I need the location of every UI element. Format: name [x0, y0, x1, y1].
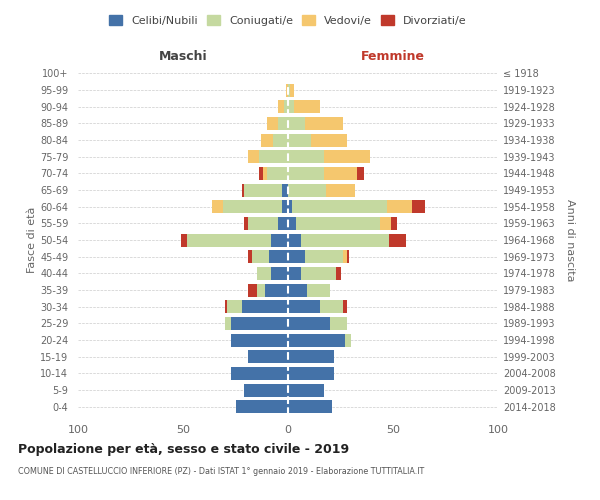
Bar: [288, 134, 311, 146]
Bar: [301, 234, 389, 246]
Y-axis label: Anni di nascita: Anni di nascita: [565, 198, 575, 281]
Bar: [284, 100, 288, 113]
Bar: [257, 267, 271, 280]
Bar: [232, 367, 288, 380]
Bar: [244, 217, 248, 230]
Bar: [288, 317, 330, 330]
Bar: [305, 117, 343, 130]
Bar: [288, 234, 301, 246]
Bar: [288, 334, 345, 346]
Bar: [292, 200, 387, 213]
Bar: [269, 250, 288, 263]
Bar: [343, 300, 347, 313]
Bar: [345, 334, 351, 346]
Bar: [259, 150, 288, 163]
Bar: [259, 167, 263, 180]
Text: COMUNE DI CASTELLUCCIO INFERIORE (PZ) - Dati ISTAT 1° gennaio 2019 - Elaborazion: COMUNE DI CASTELLUCCIO INFERIORE (PZ) - …: [18, 468, 424, 476]
Bar: [301, 267, 337, 280]
Bar: [288, 300, 320, 313]
Bar: [307, 284, 330, 296]
Bar: [343, 250, 347, 263]
Bar: [324, 150, 370, 163]
Bar: [277, 117, 288, 130]
Bar: [391, 217, 397, 230]
Bar: [225, 317, 232, 330]
Bar: [232, 317, 288, 330]
Bar: [248, 350, 288, 363]
Bar: [265, 284, 288, 296]
Bar: [282, 184, 288, 196]
Bar: [288, 84, 290, 96]
Bar: [347, 250, 349, 263]
Bar: [267, 117, 277, 130]
Bar: [223, 200, 282, 213]
Bar: [227, 300, 242, 313]
Bar: [244, 184, 282, 196]
Bar: [412, 200, 425, 213]
Bar: [389, 234, 406, 246]
Bar: [271, 234, 288, 246]
Bar: [337, 267, 341, 280]
Bar: [248, 217, 277, 230]
Bar: [260, 134, 274, 146]
Bar: [242, 184, 244, 196]
Bar: [288, 384, 324, 396]
Bar: [320, 300, 343, 313]
Bar: [212, 200, 223, 213]
Bar: [232, 334, 288, 346]
Bar: [290, 84, 295, 96]
Bar: [242, 300, 288, 313]
Bar: [277, 100, 284, 113]
Bar: [263, 167, 267, 180]
Bar: [288, 200, 292, 213]
Bar: [305, 250, 343, 263]
Text: Femmine: Femmine: [361, 50, 425, 62]
Bar: [288, 217, 296, 230]
Bar: [288, 250, 305, 263]
Bar: [288, 367, 334, 380]
Bar: [288, 100, 295, 113]
Bar: [257, 284, 265, 296]
Bar: [235, 400, 288, 413]
Bar: [288, 284, 307, 296]
Bar: [387, 200, 412, 213]
Bar: [244, 384, 288, 396]
Bar: [311, 134, 347, 146]
Bar: [288, 350, 334, 363]
Bar: [181, 234, 187, 246]
Bar: [288, 400, 332, 413]
Bar: [295, 100, 320, 113]
Bar: [248, 150, 259, 163]
Bar: [326, 184, 355, 196]
Bar: [253, 250, 269, 263]
Bar: [248, 284, 257, 296]
Bar: [277, 217, 288, 230]
Bar: [288, 117, 305, 130]
Y-axis label: Fasce di età: Fasce di età: [27, 207, 37, 273]
Bar: [380, 217, 391, 230]
Text: Maschi: Maschi: [158, 50, 208, 62]
Bar: [267, 167, 288, 180]
Text: Popolazione per età, sesso e stato civile - 2019: Popolazione per età, sesso e stato civil…: [18, 442, 349, 456]
Bar: [282, 200, 288, 213]
Bar: [288, 184, 326, 196]
Bar: [296, 217, 380, 230]
Bar: [288, 267, 301, 280]
Bar: [187, 234, 271, 246]
Bar: [225, 300, 227, 313]
Bar: [324, 167, 358, 180]
Bar: [358, 167, 364, 180]
Bar: [330, 317, 347, 330]
Bar: [248, 250, 252, 263]
Bar: [288, 167, 324, 180]
Legend: Celibi/Nubili, Coniugati/e, Vedovi/e, Divorziati/e: Celibi/Nubili, Coniugati/e, Vedovi/e, Di…: [105, 10, 471, 30]
Bar: [271, 267, 288, 280]
Bar: [274, 134, 288, 146]
Bar: [288, 150, 324, 163]
Bar: [286, 84, 288, 96]
